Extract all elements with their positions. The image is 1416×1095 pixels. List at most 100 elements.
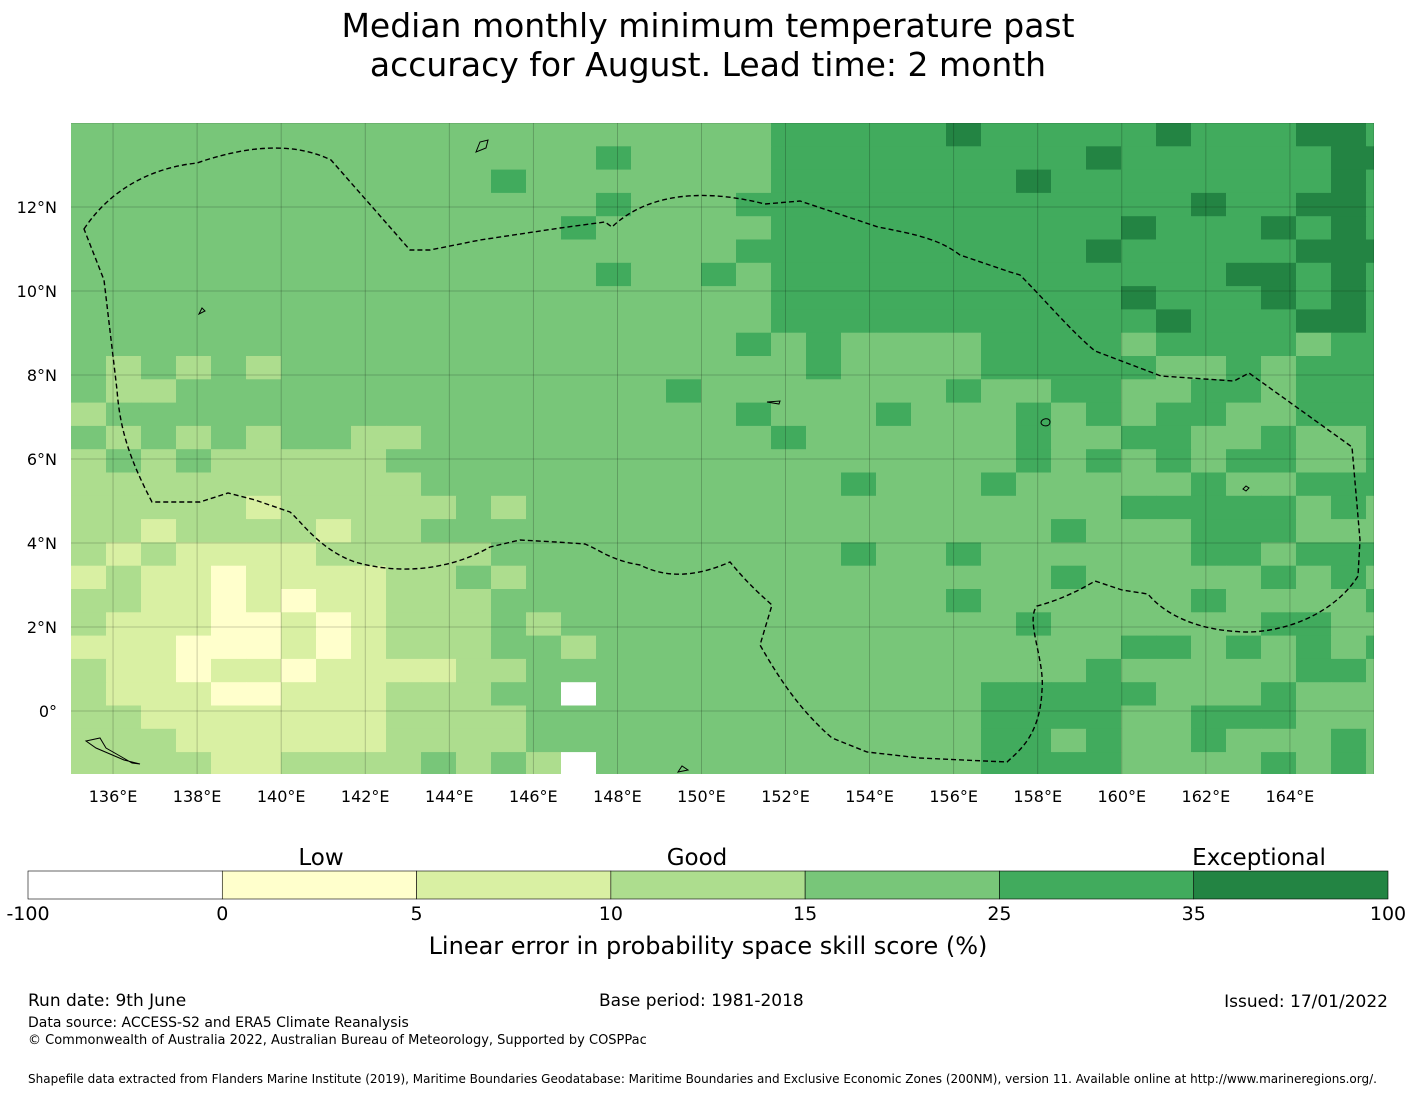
grid-cell [281,379,317,404]
grid-cell [351,682,387,706]
grid-cell [456,519,492,543]
grid-cell [1296,728,1332,753]
grid-cell [1121,309,1157,334]
grid-cell [491,169,527,194]
grid-cell [141,752,177,774]
grid-cell [246,612,282,637]
grid-cell [246,589,282,613]
grid-cell [1016,635,1052,660]
grid-cell [1156,519,1192,543]
grid-cell [316,542,352,567]
grid-cell [246,239,282,264]
grid-cell [596,379,632,404]
grid-cell [771,752,807,774]
grid-cell [1051,146,1087,171]
grid-cell [1051,309,1087,334]
grid-cell [456,472,492,497]
grid-cell [281,216,317,240]
grid-cell [911,262,947,287]
grid-cell [491,542,527,567]
grid-cell [701,449,737,473]
grid-cell [211,542,247,567]
grid-cell [736,402,772,427]
grid-cell [946,542,982,567]
grid-cell [1261,239,1297,264]
grid-cell [176,682,212,706]
grid-cell [1331,262,1367,287]
grid-cell [701,356,737,380]
grid-cell [1051,495,1087,520]
longitude-tick-label: 152°E [761,787,810,806]
grid-cell [281,262,317,287]
colorbar-category-label: Exceptional [1192,845,1326,871]
grid-cell [281,612,317,637]
grid-cell [631,425,667,450]
grid-cell [1226,286,1262,310]
grid-cell [911,332,947,357]
grid-cell [456,705,492,730]
grid-cell [176,728,212,753]
grid-cell [106,519,142,543]
grid-cell [491,146,527,171]
grid-cell [561,565,597,590]
grid-cell [1016,728,1052,753]
grid-cell [281,682,317,706]
grid-cell [1086,449,1122,473]
grid-cell [596,752,632,774]
grid-cell [351,495,387,520]
grid-cell [1121,356,1157,380]
grid-cell [1121,658,1157,683]
grid-cell [561,379,597,404]
grid-cell [1051,262,1087,287]
grid-cell [1366,192,1374,217]
grid-cell [701,519,737,543]
grid-cell [1226,705,1262,730]
grid-cell [1401,263,1416,287]
grid-cell [981,728,1017,753]
latitude-tick-label: 0° [39,702,57,721]
grid-cell [71,519,107,543]
grid-cell [176,356,212,380]
grid-cell [771,565,807,590]
grid-cell [141,262,177,287]
grid-cell [141,472,177,497]
grid-cell [666,216,702,240]
grid-cell [456,449,492,473]
grid-cell [1051,332,1087,357]
grid-cell [946,425,982,450]
grid-cell [596,472,632,497]
grid-cell [281,658,317,683]
grid-cell [561,356,597,380]
grid-cell [526,286,562,310]
grid-cell [1261,332,1297,357]
grid-cell [386,635,422,660]
grid-cell [1156,123,1192,147]
grid-cell [1261,286,1297,310]
grid-cell [1051,286,1087,310]
grid-cell [526,565,562,590]
grid-cell [281,286,317,310]
grid-cell [71,752,107,774]
grid-cell [596,262,632,287]
grid-cell [316,589,352,613]
grid-cell [316,519,352,543]
grid-cell [876,565,912,590]
grid-cell [1296,309,1332,334]
grid-cell [71,262,107,287]
grid-cell [771,682,807,706]
grid-cell [316,658,352,683]
grid-cell [911,495,947,520]
grid-cell [526,612,562,637]
grid-cell [946,728,982,753]
grid-cell [281,332,317,357]
grid-cell [1226,425,1262,450]
grid-cell [421,216,457,240]
grid-cell [736,356,772,380]
grid-cell [1191,612,1227,637]
grid-cell [981,239,1017,264]
grid-cell [456,216,492,240]
grid-cell [71,286,107,310]
grid-cell [71,542,107,567]
grid-cell [1051,123,1087,147]
grid-cell [876,216,912,240]
